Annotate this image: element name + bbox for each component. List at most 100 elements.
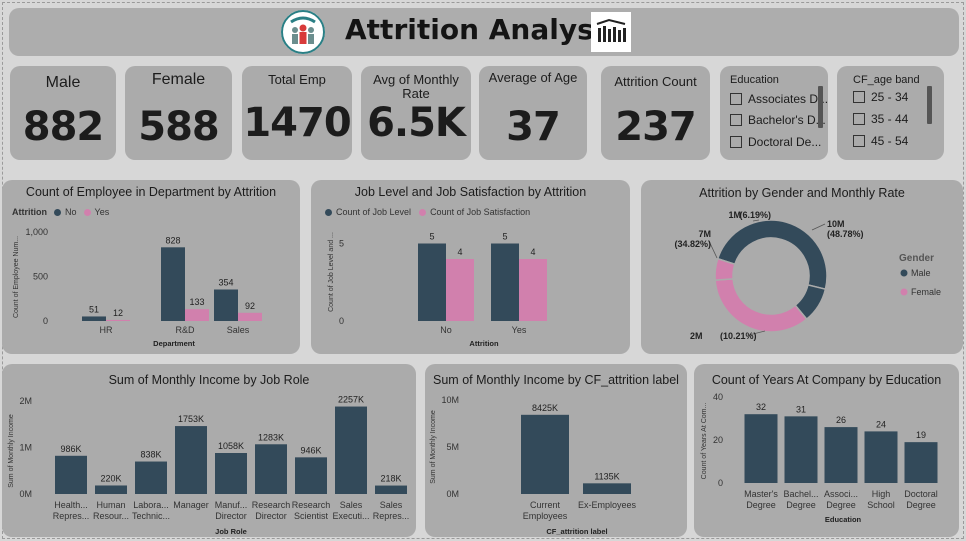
y-tick-label: 5M: [446, 442, 459, 452]
y-axis-label: Count of Job Level and ...: [328, 232, 335, 312]
data-label: 8425K: [532, 403, 558, 413]
data-label: 32: [756, 402, 766, 412]
x-axis-label: CF_attrition label: [546, 527, 607, 536]
x-tick-label: Degree: [746, 500, 776, 510]
y-tick-label: 0: [339, 316, 344, 326]
x-axis-label: Education: [825, 515, 862, 524]
x-tick-label: Repres...: [53, 511, 90, 521]
legend: Attrition No Yes: [12, 207, 109, 217]
bar: [864, 431, 898, 483]
bar: [904, 442, 938, 483]
slice-pct: (10.21%): [720, 331, 757, 341]
kpi-avg-age-value: 37: [506, 104, 561, 150]
slicer-education-item[interactable]: Associates D...: [730, 92, 828, 106]
bar: [95, 485, 127, 494]
chart-title: Attrition by Gender and Monthly Rate: [699, 186, 905, 200]
data-label: 31: [796, 404, 806, 414]
data-label: 986K: [60, 444, 81, 454]
page-title: Attrition Analysis: [345, 13, 621, 46]
bar-Yes-Count of Job Satisfaction: [519, 259, 547, 321]
x-tick-label: Bachel...: [783, 489, 818, 499]
x-tick-label: Manager: [173, 500, 209, 510]
kpi-female-label: Female: [151, 71, 206, 88]
header-bar: Attrition Analysis: [9, 8, 959, 56]
y-tick-label: 0: [43, 316, 48, 326]
bar-HR-Yes: [106, 319, 130, 321]
data-label: 5: [429, 232, 434, 242]
legend-dot-icon: [900, 288, 908, 296]
kpi-female: Female 588: [125, 66, 232, 160]
legend-label: Count of Job Level: [336, 207, 412, 217]
slicer-scrollbar[interactable]: [927, 86, 932, 124]
bar: [824, 427, 858, 483]
kpi-attrition-label: Attrition Count: [614, 74, 697, 89]
slicer-age-item[interactable]: 35 - 44: [853, 112, 908, 126]
slicer-education-item[interactable]: Doctoral De...: [730, 135, 821, 149]
slicer-item-label: Associates D...: [748, 92, 828, 106]
slicer-scrollbar[interactable]: [818, 86, 823, 128]
data-label: 828: [165, 235, 180, 245]
y-tick-label: 2M: [19, 396, 32, 406]
kpi-female-value: 588: [138, 104, 220, 150]
bar: [521, 414, 569, 494]
bar-Sales-No: [214, 289, 238, 321]
bar: [295, 457, 327, 494]
checkbox-icon[interactable]: [853, 91, 865, 103]
checkbox-icon[interactable]: [730, 114, 742, 126]
slicer-item-label: 35 - 44: [871, 112, 909, 126]
logo-left-icon: [281, 10, 325, 54]
legend-dot-icon: [83, 208, 91, 216]
data-label: 133: [189, 297, 204, 307]
x-tick-label: Doctoral: [904, 489, 938, 499]
slice-pct: (6.19%): [739, 210, 771, 220]
chart-gender: 10M(48.78%) 2M (10.21%) 7M(34.82%) 1M(6.19%)…: [674, 210, 941, 341]
chart-dept-card: Count of Employee in Department by Attri…: [2, 180, 300, 354]
chart-joblevel-card: Job Level and Job Satisfaction by Attrit…: [311, 180, 630, 354]
data-label: 92: [245, 301, 255, 311]
checkbox-icon[interactable]: [853, 135, 865, 147]
slicer-age-item[interactable]: 45 - 54: [853, 134, 908, 148]
data-label: 220K: [100, 473, 121, 483]
chart-gender-card: Attrition by Gender and Monthly Rate 10M…: [641, 180, 963, 354]
slicer-education: Education Associates D... Bachelor's D..…: [720, 66, 828, 160]
data-label: 24: [876, 419, 886, 429]
leader-line: [748, 330, 766, 336]
checkbox-icon[interactable]: [730, 93, 742, 105]
chart-education-card: Count of Years At Company by Education 0…: [694, 364, 959, 537]
x-tick-label: Repres...: [373, 511, 410, 521]
slicer-item-label: Bachelor's D...: [748, 113, 826, 127]
data-label: 19: [916, 430, 926, 440]
bar-No-Count of Job Level: [418, 243, 446, 321]
kpi-male: Male 882: [10, 66, 116, 160]
y-tick-label: 0M: [19, 489, 32, 499]
y-axis-label: Count of Years At Com...: [701, 403, 708, 480]
chart-title: Sum of Monthly Income by CF_attrition la…: [433, 373, 679, 387]
checkbox-icon[interactable]: [730, 136, 742, 148]
legend-label: Yes: [94, 207, 110, 217]
x-tick-label: R&D: [175, 325, 195, 335]
data-label: 26: [836, 415, 846, 425]
slicer-age-item[interactable]: 25 - 34: [853, 90, 908, 104]
slice-pct: (34.82%): [674, 239, 711, 249]
x-tick-label: Degree: [786, 500, 816, 510]
slicer-education-item[interactable]: Bachelor's D...: [730, 113, 826, 127]
x-tick-label: Director: [255, 511, 287, 521]
y-tick-label: 5: [339, 239, 344, 249]
data-label: 51: [89, 304, 99, 314]
bar: [255, 444, 287, 494]
slicer-age-band: CF_age band 25 - 34 35 - 44 45 - 54: [837, 66, 944, 160]
bar-R&D-Yes: [185, 309, 209, 321]
checkbox-icon[interactable]: [853, 113, 865, 125]
data-label: 838K: [140, 450, 161, 460]
y-axis-label: Sum of Monthly Income: [430, 410, 437, 484]
kpi-avg-age-label: Average of Age: [488, 70, 578, 85]
legend-title: Gender: [899, 253, 934, 264]
data-label: 2257K: [338, 395, 364, 405]
y-tick-label: 1M: [19, 443, 32, 453]
x-tick-label: Sales: [340, 500, 363, 510]
bar: [215, 453, 247, 494]
kpi-avg-age: Average of Age 37: [479, 66, 587, 160]
y-axis-label: Sum of Monthly Income: [8, 414, 15, 488]
bar-Yes-Count of Job Level: [491, 243, 519, 321]
x-tick-label: No: [440, 325, 452, 335]
